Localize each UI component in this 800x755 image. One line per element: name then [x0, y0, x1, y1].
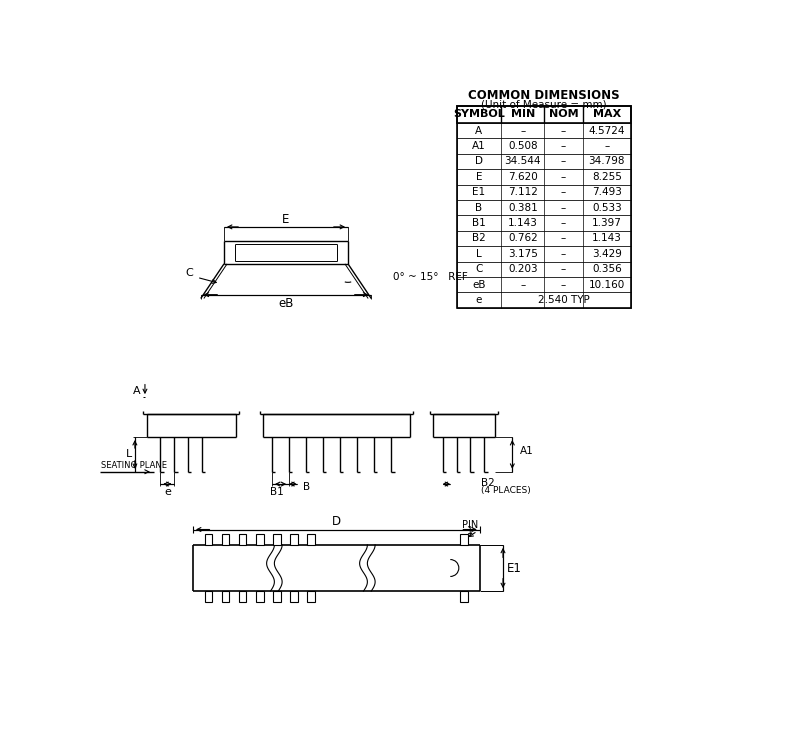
Text: 0° ~ 15°   REF: 0° ~ 15° REF	[393, 272, 468, 282]
Bar	[460, 591, 468, 602]
Text: MAX: MAX	[593, 109, 621, 119]
Text: –: –	[561, 264, 566, 274]
Bar	[457, 123, 631, 138]
Text: 4.5724: 4.5724	[589, 125, 625, 136]
Text: L: L	[476, 249, 482, 259]
Text: e: e	[476, 295, 482, 305]
Text: 0.203: 0.203	[508, 264, 538, 274]
Bar	[457, 106, 631, 123]
Text: 1.397: 1.397	[592, 218, 622, 228]
Text: 10.160: 10.160	[589, 279, 625, 290]
Text: –: –	[561, 249, 566, 259]
Text: –: –	[561, 172, 566, 182]
Text: (Unit of Measure = mm): (Unit of Measure = mm)	[481, 100, 606, 109]
Text: 0.762: 0.762	[508, 233, 538, 243]
Bar	[457, 277, 631, 292]
Bar	[256, 534, 263, 545]
Text: eB: eB	[278, 297, 294, 310]
Text: 1: 1	[466, 526, 473, 536]
Bar	[457, 231, 631, 246]
Text: 2.540 TYP: 2.540 TYP	[538, 295, 590, 305]
Text: D: D	[332, 516, 341, 528]
Text: B1: B1	[270, 487, 283, 497]
Text: SEATING PLANE: SEATING PLANE	[101, 461, 166, 470]
Text: –: –	[520, 279, 526, 290]
Text: –: –	[561, 218, 566, 228]
Bar	[256, 591, 263, 602]
Text: 34.798: 34.798	[589, 156, 625, 166]
Bar	[273, 591, 281, 602]
Text: A1: A1	[472, 141, 486, 151]
Text: 8.255: 8.255	[592, 172, 622, 182]
Bar	[457, 184, 631, 200]
Text: PIN: PIN	[462, 520, 478, 530]
Bar	[457, 261, 631, 277]
Text: –: –	[520, 125, 526, 136]
Text: 0.381: 0.381	[508, 202, 538, 213]
Text: E: E	[476, 172, 482, 182]
Bar	[273, 534, 281, 545]
Bar	[457, 138, 631, 154]
Text: –: –	[561, 141, 566, 151]
Bar	[460, 534, 468, 545]
Text: 0.356: 0.356	[592, 264, 622, 274]
Text: 3.175: 3.175	[508, 249, 538, 259]
Text: 7.620: 7.620	[508, 172, 538, 182]
Bar	[457, 246, 631, 261]
Bar	[457, 292, 631, 308]
Bar	[457, 154, 631, 169]
Text: 1.143: 1.143	[508, 218, 538, 228]
Bar	[222, 534, 230, 545]
Bar	[307, 534, 314, 545]
Text: A1: A1	[520, 446, 534, 456]
Bar	[457, 215, 631, 231]
Text: 0.533: 0.533	[592, 202, 622, 213]
Text: (4 PLACES): (4 PLACES)	[482, 486, 531, 495]
Bar	[290, 591, 298, 602]
Text: A: A	[475, 125, 482, 136]
Text: 3.429: 3.429	[592, 249, 622, 259]
Bar	[457, 106, 631, 308]
Text: E: E	[282, 213, 290, 226]
Bar	[222, 591, 230, 602]
Text: 1.143: 1.143	[592, 233, 622, 243]
Text: B2: B2	[482, 477, 495, 488]
Text: –: –	[561, 187, 566, 197]
Text: eB: eB	[472, 279, 486, 290]
Text: 7.493: 7.493	[592, 187, 622, 197]
Text: –: –	[561, 279, 566, 290]
Bar	[457, 169, 631, 184]
Text: 34.544: 34.544	[505, 156, 541, 166]
Text: E1: E1	[473, 187, 486, 197]
Bar	[307, 591, 314, 602]
Text: 7.112: 7.112	[508, 187, 538, 197]
Text: C: C	[186, 269, 193, 279]
Text: B1: B1	[472, 218, 486, 228]
Text: B: B	[475, 202, 482, 213]
Text: A: A	[134, 386, 141, 396]
Bar	[205, 591, 212, 602]
Bar	[238, 591, 246, 602]
Text: L: L	[126, 449, 132, 460]
Text: –: –	[561, 156, 566, 166]
Text: C: C	[475, 264, 482, 274]
Text: COMMON DIMENSIONS: COMMON DIMENSIONS	[468, 89, 619, 102]
Bar	[290, 534, 298, 545]
Text: E1: E1	[506, 562, 522, 575]
Bar	[457, 200, 631, 215]
Text: NOM: NOM	[549, 109, 578, 119]
Text: 0.508: 0.508	[508, 141, 538, 151]
Text: MIN: MIN	[510, 109, 535, 119]
Bar	[205, 534, 212, 545]
Text: B2: B2	[472, 233, 486, 243]
Text: –: –	[561, 202, 566, 213]
Text: B: B	[302, 482, 310, 492]
Bar	[238, 534, 246, 545]
Text: D: D	[475, 156, 483, 166]
Text: –: –	[561, 233, 566, 243]
Text: –: –	[604, 141, 610, 151]
Text: SYMBOL: SYMBOL	[453, 109, 505, 119]
Text: –: –	[561, 125, 566, 136]
Text: e: e	[164, 487, 171, 497]
